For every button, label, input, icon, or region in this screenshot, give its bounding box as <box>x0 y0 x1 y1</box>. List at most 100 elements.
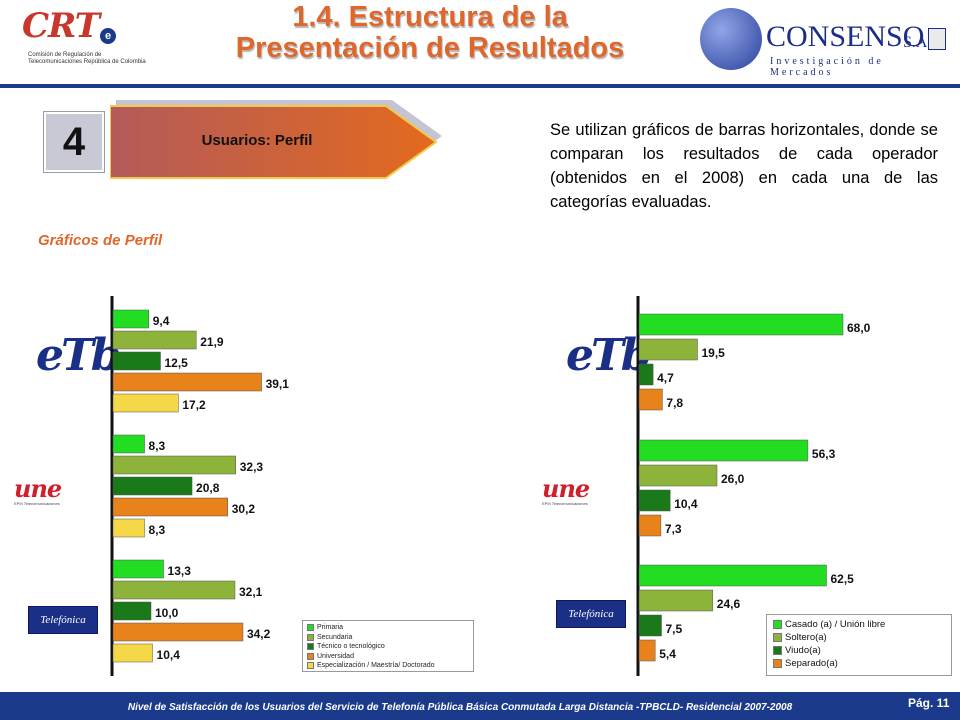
page-number: Pág. 11 <box>908 696 950 710</box>
education-chart-bar <box>112 518 145 538</box>
marital-chart-bar <box>638 514 662 537</box>
consenso-logo: CONSENSO S.A. Investigación de Mercados <box>700 8 950 80</box>
education-legend: Primaria Secundaria Técnico o tecnológico U… <box>302 620 474 672</box>
marital-chart-bar <box>638 489 671 512</box>
education-legend-item: Técnico o tecnológico <box>307 642 469 652</box>
marital-legend-item: Viudo(a) <box>773 644 945 657</box>
marital-chart-value-label: 68,0 <box>847 321 871 335</box>
education-chart-bar <box>112 580 236 600</box>
marital-chart-value-label: 19,5 <box>702 346 726 360</box>
description-text: Se utilizan gráficos de barras horizonta… <box>550 121 938 211</box>
education-chart-value-label: 39,1 <box>266 377 290 391</box>
page-title-line1: 1.4. Estructura de la <box>292 1 568 33</box>
section-number: 4 <box>44 112 104 172</box>
une-logo-right: une EPM Telecomunicaciones <box>542 474 622 510</box>
une-logo-sub-right: EPM Telecomunicaciones <box>542 501 588 506</box>
education-chart-value-label: 10,0 <box>155 606 179 620</box>
header-divider <box>0 84 960 88</box>
marital-chart-value-label: 10,4 <box>674 497 698 511</box>
une-logo-sub-left: EPM Telecomunicaciones <box>14 501 60 506</box>
education-chart-value-label: 21,9 <box>200 335 224 349</box>
marital-chart-bar <box>638 313 844 336</box>
education-chart-value-label: 30,2 <box>232 502 256 516</box>
education-chart-value-label: 8,3 <box>149 439 166 453</box>
education-legend-item: Especialización / Maestría/ Doctorado <box>307 661 469 671</box>
education-legend-swatch <box>307 633 314 641</box>
education-chart-bar <box>112 622 244 642</box>
consenso-logo-suffix: S.A. <box>903 34 932 51</box>
marital-legend-item: Casado (a) / Unión libre <box>773 618 945 631</box>
marital-legend-label: Soltero(a) <box>785 632 827 643</box>
education-chart-bar <box>112 476 193 496</box>
crt-logo-subtitle: Comisión de Regulación de Telecomunicaci… <box>28 52 146 65</box>
marital-chart-bar <box>638 614 662 637</box>
marital-legend-item: Soltero(a) <box>773 631 945 644</box>
education-chart-bar <box>112 330 197 350</box>
marital-chart-value-label: 4,7 <box>657 371 674 385</box>
marital-chart-bar <box>638 639 656 662</box>
education-chart-value-label: 20,8 <box>196 481 220 495</box>
education-chart-value-label: 32,3 <box>240 460 264 474</box>
education-chart-bar <box>112 309 149 329</box>
education-chart-value-label: 34,2 <box>247 627 271 641</box>
marital-legend-label: Separado(a) <box>785 658 838 669</box>
education-chart-value-label: 13,3 <box>168 564 192 578</box>
education-chart-bar <box>112 497 229 517</box>
marital-chart-value-label: 56,3 <box>812 447 836 461</box>
education-legend-item: Universidad <box>307 652 469 662</box>
consenso-globe-icon <box>700 8 762 70</box>
marital-chart-value-label: 24,6 <box>717 597 741 611</box>
education-chart-value-label: 10,4 <box>157 648 181 662</box>
marital-legend-swatch <box>773 659 782 668</box>
education-chart-value-label: 12,5 <box>165 356 189 370</box>
education-legend-item: Primaria <box>307 623 469 633</box>
marital-chart-value-label: 62,5 <box>831 572 855 586</box>
marital-chart-bar <box>638 363 654 386</box>
marital-chart-value-label: 7,8 <box>666 396 683 410</box>
etb-logo-left: eTb <box>36 330 121 381</box>
education-chart-bar <box>112 601 152 621</box>
une-logo-left: une EPM Telecomunicaciones <box>14 474 94 510</box>
marital-status-legend: Casado (a) / Unión libre Soltero(a) Viudo(… <box>766 614 952 676</box>
education-legend-item: Secundaria <box>307 633 469 643</box>
une-logo-text-left: une <box>14 474 62 503</box>
crt-logo-text: CRT <box>22 6 100 46</box>
education-legend-swatch <box>307 662 314 670</box>
telefonica-logo-right: Telefónica <box>556 600 626 628</box>
marital-chart-value-label: 7,3 <box>665 522 682 536</box>
marital-legend-label: Viudo(a) <box>785 645 821 656</box>
education-chart-bar <box>112 372 262 392</box>
education-legend-swatch <box>307 652 314 660</box>
marital-chart-bar <box>638 464 718 487</box>
education-legend-swatch <box>307 643 314 651</box>
section-subtitle: Gráficos de Perfil <box>38 232 163 249</box>
education-chart-bar <box>112 643 153 663</box>
education-chart-bar <box>112 434 145 454</box>
education-chart-bar <box>112 351 161 371</box>
page-title: 1.4. Estructura de la Presentación de Re… <box>150 2 710 64</box>
consenso-logo-tagline: Investigación de Mercados <box>770 56 884 78</box>
education-legend-label: Universidad <box>317 652 354 660</box>
marital-chart-bar <box>638 564 827 587</box>
education-chart-value-label: 17,2 <box>182 398 206 412</box>
education-legend-label: Primaria <box>317 624 344 631</box>
telefonica-logo-left: Telefónica <box>28 606 98 634</box>
marital-chart-value-label: 26,0 <box>721 472 745 486</box>
education-chart-value-label: 8,3 <box>149 523 166 537</box>
footer-text: Nivel de Satisfacción de los Usuarios de… <box>127 702 793 713</box>
education-legend-label: Secundaria <box>317 633 353 641</box>
education-chart-bar <box>112 559 164 579</box>
section-arrow <box>110 100 442 179</box>
une-logo-text-right: une <box>542 474 590 503</box>
marital-legend-swatch <box>773 633 782 642</box>
footer-bar <box>0 692 960 720</box>
education-legend-label: Técnico o tecnológico <box>317 643 385 650</box>
education-chart-bar <box>112 455 236 475</box>
education-chart-value-label: 9,4 <box>153 314 170 328</box>
marital-legend-label: Casado (a) / Unión libre <box>785 619 886 630</box>
section-label: Usuarios: Perfil <box>201 132 313 149</box>
consenso-logo-name: CONSENSO <box>766 20 925 53</box>
marital-legend-item: Separado(a) <box>773 657 945 670</box>
